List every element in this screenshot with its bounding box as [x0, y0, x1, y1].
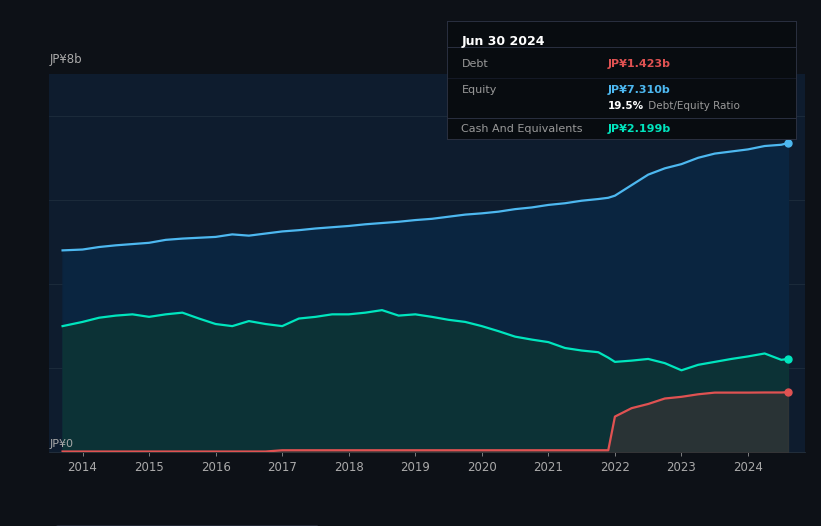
Point — [782, 388, 795, 397]
Text: Debt: Debt — [461, 58, 488, 69]
Point — [782, 355, 795, 363]
Text: JP¥0: JP¥0 — [49, 439, 73, 449]
Text: Jun 30 2024: Jun 30 2024 — [461, 35, 545, 48]
Legend: Debt, Equity, Cash And Equivalents: Debt, Equity, Cash And Equivalents — [55, 525, 319, 526]
Text: Equity: Equity — [461, 85, 497, 95]
Text: JP¥7.310b: JP¥7.310b — [608, 85, 671, 95]
Text: JP¥8b: JP¥8b — [49, 53, 82, 66]
Text: Cash And Equivalents: Cash And Equivalents — [461, 124, 583, 134]
Text: JP¥2.199b: JP¥2.199b — [608, 124, 672, 134]
Text: Debt/Equity Ratio: Debt/Equity Ratio — [644, 101, 740, 112]
Text: 19.5%: 19.5% — [608, 101, 644, 112]
Text: JP¥1.423b: JP¥1.423b — [608, 58, 671, 69]
Point — [782, 139, 795, 147]
